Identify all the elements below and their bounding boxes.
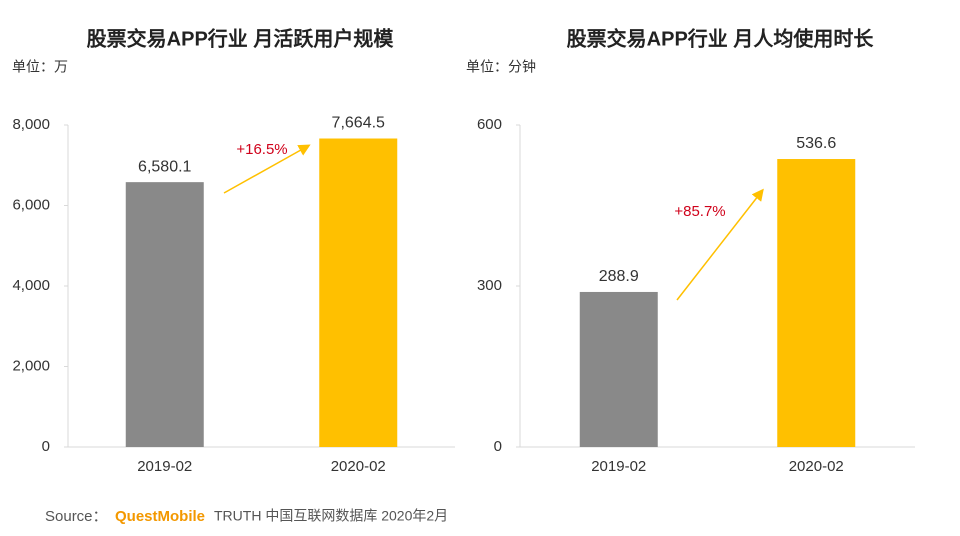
value-label: 6,580.1 — [138, 158, 191, 175]
value-label: 536.6 — [796, 135, 836, 152]
y-tick-label: 300 — [477, 277, 502, 294]
unit-label: 单位：万 — [12, 59, 68, 75]
bar — [125, 182, 204, 447]
source-text: TRUTH 中国互联网数据库 2020年2月 — [214, 508, 448, 524]
bar — [319, 138, 398, 447]
y-tick-label: 0 — [494, 438, 502, 455]
source-brand: QuestMobile — [115, 508, 205, 525]
x-tick-label: 2019-02 — [591, 458, 646, 475]
growth-annotation: +85.7% — [674, 203, 725, 220]
growth-annotation: +16.5% — [236, 141, 287, 158]
chart-title: 股票交易APP行业 月活跃用户规模 — [87, 26, 395, 50]
bar — [579, 291, 658, 447]
x-tick-label: 2020-02 — [331, 458, 386, 475]
source-label: Source： — [45, 508, 108, 525]
growth-arrow — [223, 144, 311, 194]
y-tick-label: 2,000 — [12, 357, 50, 374]
chart-title: 股票交易APP行业 月人均使用时长 — [567, 26, 875, 50]
unit-label: 单位：分钟 — [466, 59, 536, 75]
growth-arrow — [676, 188, 764, 301]
y-tick-label: 0 — [42, 438, 50, 455]
value-label: 288.9 — [599, 268, 639, 285]
x-tick-label: 2019-02 — [137, 458, 192, 475]
value-label: 7,664.5 — [332, 115, 385, 132]
y-tick-label: 8,000 — [12, 116, 50, 133]
y-tick-label: 4,000 — [12, 277, 50, 294]
y-tick-label: 6,000 — [12, 196, 50, 213]
x-tick-label: 2020-02 — [789, 458, 844, 475]
bar — [777, 159, 856, 448]
y-tick-label: 600 — [477, 116, 502, 133]
